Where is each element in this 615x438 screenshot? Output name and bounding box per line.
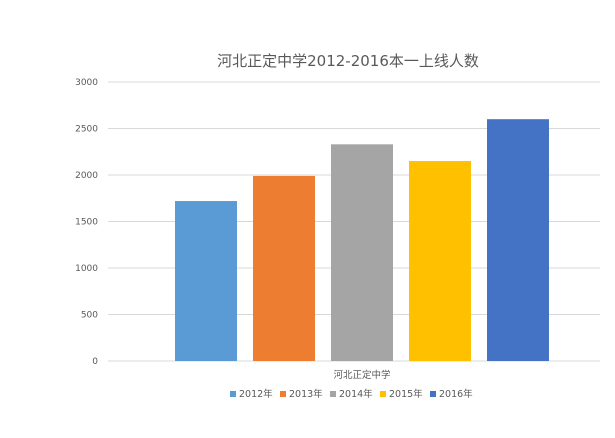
legend: 2012年 2013年 2014年 2015年 2016年	[230, 388, 473, 400]
y-axis-ticks: 0 500 1000 1500 2000 2500 3000	[75, 78, 98, 367]
legend-swatch	[430, 391, 436, 397]
legend-swatch	[380, 391, 386, 397]
x-category-label: 河北正定中学	[333, 369, 390, 381]
legend-item: 2014年	[330, 388, 373, 400]
y-tick-label: 1000	[75, 264, 98, 274]
legend-label: 2012年	[239, 388, 273, 400]
y-tick-label: 2000	[75, 171, 98, 181]
legend-swatch	[280, 391, 286, 397]
legend-label: 2014年	[339, 388, 373, 400]
bar-2015年	[409, 161, 471, 361]
legend-item: 2012年	[230, 388, 273, 400]
y-tick-label: 2500	[75, 125, 98, 135]
legend-label: 2015年	[389, 388, 423, 400]
chart-title: 河北正定中学2012-2016本一上线人数	[217, 52, 479, 70]
legend-item: 2015年	[380, 388, 423, 400]
legend-item: 2013年	[280, 388, 323, 400]
y-tick-label: 0	[92, 357, 98, 367]
bar-2016年	[487, 119, 549, 361]
y-tick-label: 1500	[75, 218, 98, 228]
y-tick-label: 3000	[75, 78, 98, 88]
legend-swatch	[230, 391, 236, 397]
bars	[175, 119, 549, 361]
x-axis-categories: 河北正定中学	[333, 369, 390, 381]
legend-swatch	[330, 391, 336, 397]
bar-2013年	[253, 175, 315, 361]
legend-label: 2013年	[289, 388, 323, 400]
legend-label: 2016年	[439, 388, 473, 400]
legend-item: 2016年	[430, 388, 473, 400]
bar-2012年	[175, 201, 237, 361]
bar-2014年	[331, 144, 393, 361]
y-tick-label: 500	[81, 311, 98, 321]
